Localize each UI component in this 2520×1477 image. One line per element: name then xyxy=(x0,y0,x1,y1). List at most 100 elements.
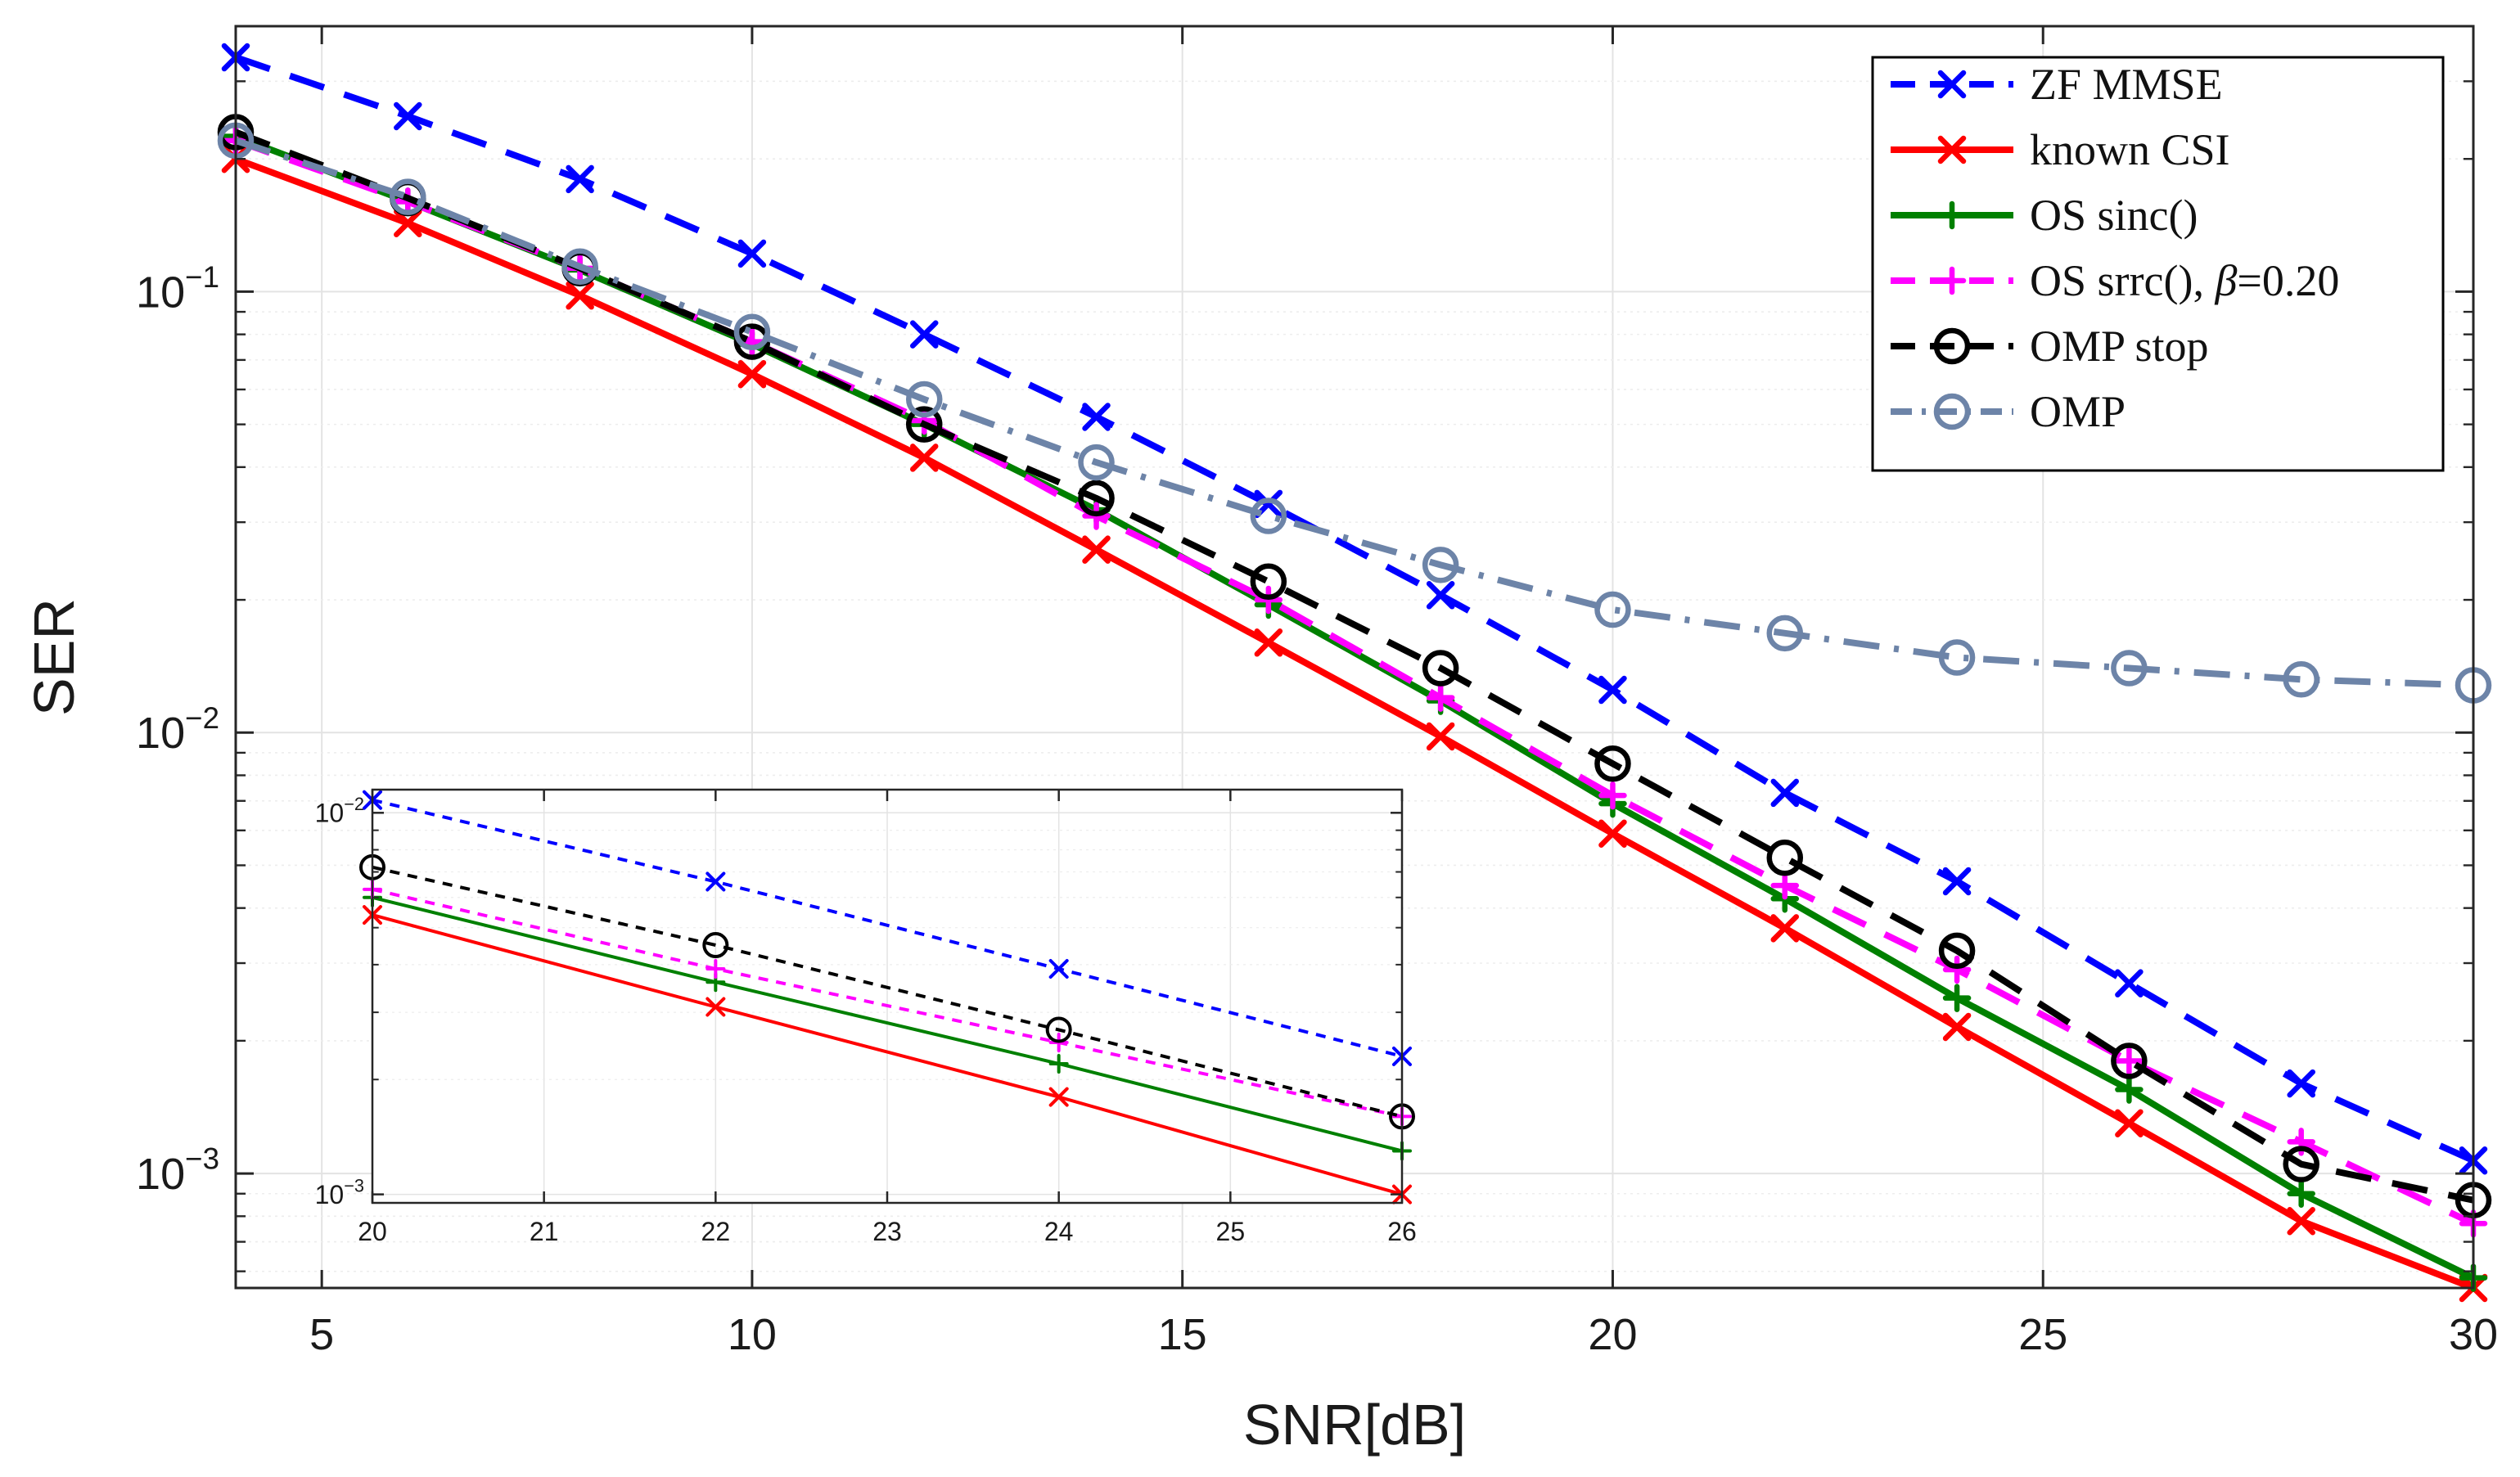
inset-x-tick-label: 22 xyxy=(701,1217,731,1246)
main-data-point xyxy=(1942,867,1972,896)
main-data-point-stroke-b xyxy=(1770,914,1800,943)
main-data-point-stroke-b xyxy=(1942,1012,1972,1042)
main-x-tick-label: 10 xyxy=(728,1310,777,1359)
main-data-point xyxy=(1938,932,1976,970)
legend-label: OMP xyxy=(2030,387,2126,436)
inset-y-tick-label-base: 10 xyxy=(315,1180,345,1209)
inset-y-tick-label-base: 10 xyxy=(315,799,345,828)
main-data-point-stroke-b xyxy=(1426,722,1455,751)
main-data-point xyxy=(1422,650,1459,687)
main-data-point xyxy=(2115,1075,2144,1104)
main-data-point xyxy=(1250,498,1287,534)
main-data-point-ring xyxy=(1594,591,1631,628)
main-data-point-stroke-b xyxy=(2115,1109,2144,1137)
legend-label-text: OS sinc() xyxy=(2030,191,2198,240)
main-data-point xyxy=(561,248,598,286)
main-data-point xyxy=(1426,683,1455,712)
main-data-point xyxy=(1082,403,1111,431)
legend-marker xyxy=(1937,135,1967,164)
inset-y-tick-label: 10−2 xyxy=(315,794,364,827)
main-data-point xyxy=(1942,1012,1972,1042)
main-data-point xyxy=(1254,628,1283,657)
inset-data-point-ring xyxy=(1045,1016,1072,1043)
legend-marker-stroke-b xyxy=(1937,135,1967,164)
main-data-point xyxy=(1770,778,1800,808)
main-data-point xyxy=(1766,615,1804,652)
main-y-tick-label-base: 10 xyxy=(136,268,185,317)
main-data-point xyxy=(1422,547,1459,583)
main-data-point-stroke-b xyxy=(394,101,422,131)
legend-box xyxy=(1871,56,2445,472)
main-data-point xyxy=(1594,745,1631,782)
main-data-point xyxy=(1938,639,1976,676)
main-data-point-stroke-b xyxy=(566,281,594,310)
main-data-point-ring xyxy=(1422,650,1459,687)
main-data-point-ring xyxy=(1938,932,1976,970)
main-data-point-stroke-b xyxy=(1598,819,1627,848)
main-x-tick-label: 30 xyxy=(2449,1310,2498,1359)
inset-data-point-stroke-b xyxy=(706,997,726,1017)
inset-y-tick-label-exponent: −2 xyxy=(344,794,364,814)
main-data-point-ring xyxy=(390,178,426,215)
main-data-point xyxy=(566,164,594,194)
main-data-point xyxy=(1594,591,1631,628)
inset-x-tick-label: 24 xyxy=(1044,1217,1074,1246)
main-data-point-stroke-b xyxy=(737,359,767,389)
main-data-point xyxy=(2283,661,2319,698)
inset-data-point xyxy=(1048,958,1069,979)
legend-marker xyxy=(1937,70,1967,99)
main-data-point xyxy=(1078,444,1115,481)
main-data-point-stroke-b xyxy=(1426,581,1455,610)
main-y-tick-label: 10−2 xyxy=(136,701,219,758)
main-data-point-stroke-b xyxy=(1082,535,1111,564)
main-x-tick-label: 25 xyxy=(2018,1310,2067,1359)
main-data-point-ring xyxy=(1766,840,1804,876)
inset-series-line xyxy=(372,913,1403,1196)
main-data-point xyxy=(905,381,943,418)
main-data-point-stroke-b xyxy=(909,320,939,349)
main-series-line xyxy=(234,54,2475,1164)
main-data-point-stroke-b xyxy=(2287,1069,2315,1098)
legend-entry: ZF MMSE xyxy=(1891,60,2223,109)
legend-entry: OS srrc(), β=0.20 xyxy=(1891,256,2339,305)
main-data-point-ring xyxy=(1422,547,1459,583)
main-data-point-ring xyxy=(1078,444,1115,481)
main-data-point xyxy=(1082,535,1111,564)
main-data-point xyxy=(1766,840,1804,876)
main-data-point xyxy=(394,209,422,237)
legend-label-beta: β xyxy=(2214,256,2237,305)
main-data-point-stroke-b xyxy=(2115,969,2144,997)
legend-label-value: =0.20 xyxy=(2237,256,2339,305)
main-data-point xyxy=(733,323,771,360)
main-y-tick-label-base: 10 xyxy=(136,1150,185,1199)
legend-entry: known CSI xyxy=(1891,125,2230,174)
main-data-point xyxy=(1598,781,1627,810)
main-data-point xyxy=(2287,1179,2315,1209)
legend-label-text: known CSI xyxy=(2030,125,2230,174)
main-data-point-stroke-b xyxy=(1254,628,1283,657)
main-data-point-stroke-b xyxy=(394,209,422,237)
main-data-point-ring xyxy=(2283,1146,2319,1182)
legend-label-text: OMP stop xyxy=(2030,322,2209,371)
inset-series-line xyxy=(372,798,1403,1058)
main-data-point-ring xyxy=(1250,563,1287,600)
x-axis-title: SNR[dB] xyxy=(1243,1393,1466,1457)
main-data-point xyxy=(2287,1069,2315,1098)
main-data-point-ring xyxy=(2111,650,2148,687)
main-series-line xyxy=(234,128,2474,1204)
main-data-point xyxy=(2111,650,2148,687)
legend-marker xyxy=(1937,266,1967,295)
inset-data-point xyxy=(702,932,729,959)
inset-data-point xyxy=(706,958,726,979)
legend-marker-stroke-b xyxy=(1937,70,1967,99)
inset-series-line xyxy=(372,865,1403,1119)
legend-label: OMP stop xyxy=(2030,322,2209,371)
inset-x-tick-label: 21 xyxy=(530,1217,559,1246)
main-data-point-stroke-b xyxy=(566,164,594,194)
main-data-point xyxy=(1770,871,1800,900)
legend-label-text: OMP xyxy=(2030,387,2126,436)
main-x-tick-label: 15 xyxy=(1158,1310,1207,1359)
